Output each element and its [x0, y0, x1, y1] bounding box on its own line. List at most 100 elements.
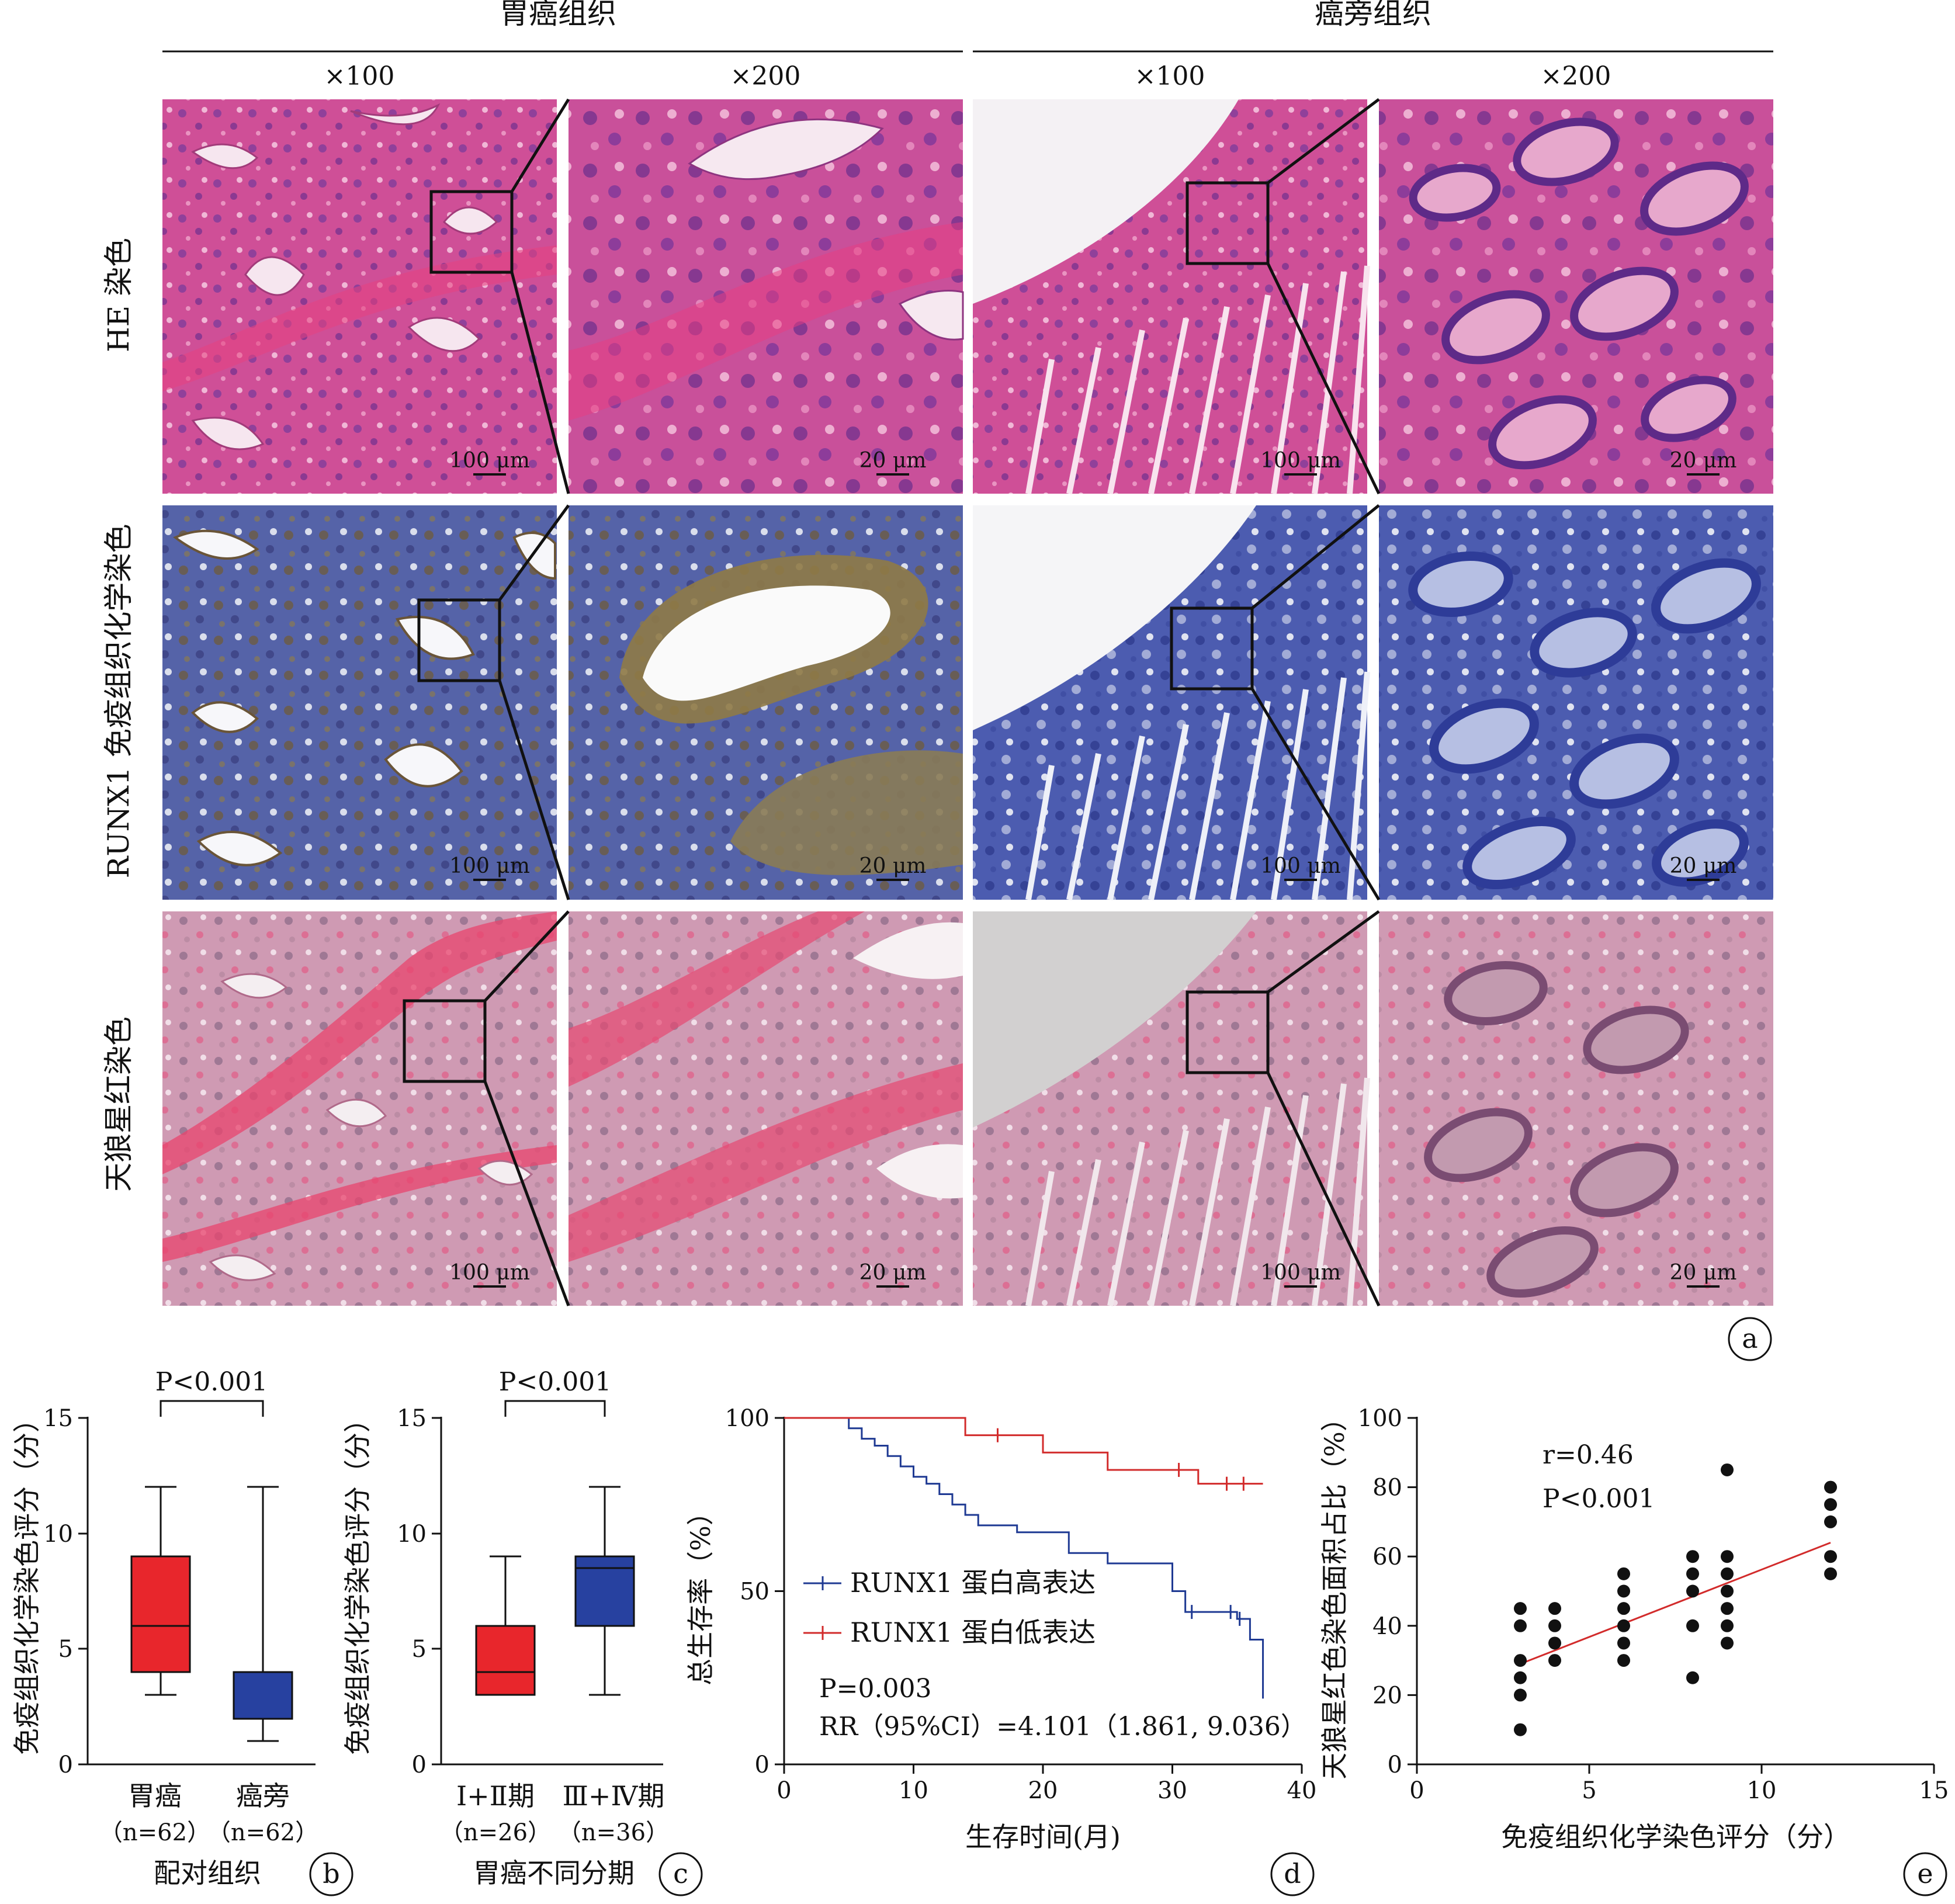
panel-c-yticks: 0 5 10 15 — [397, 1405, 441, 1778]
panel-e-ytick-label: 80 — [1372, 1475, 1402, 1501]
panel-letter-b: b — [323, 1858, 339, 1889]
panel-e-ylabel: 天狼星红色染色面积占比（%） — [1319, 1404, 1350, 1780]
he-adjacent-roi-box — [1186, 181, 1270, 265]
panel-e-ytick-label: 100 — [1358, 1405, 1402, 1432]
sirius-adjacent-200-glands — [1424, 961, 1689, 1298]
panel-d-xtick-label: 40 — [1287, 1777, 1317, 1804]
panel-e-r: r=0.46 — [1542, 1440, 1634, 1470]
scatter-point — [1721, 1550, 1734, 1563]
panel-d-xtick-label: 30 — [1157, 1777, 1187, 1804]
group-label-adjacent: 癌旁组织 — [1315, 0, 1431, 30]
panel-e-ytick-label: 20 — [1372, 1682, 1402, 1709]
box-c1 — [475, 1625, 536, 1696]
panel-c-p-value: P<0.001 — [499, 1367, 611, 1397]
scatter-point — [1548, 1602, 1561, 1615]
scatter-point — [1824, 1567, 1837, 1580]
scale-label-ihc-adjacent-100: 100 μm — [1260, 854, 1341, 878]
legend-label-high: RUNX1 蛋白高表达 — [850, 1567, 1096, 1598]
scatter-point — [1686, 1671, 1699, 1684]
panel-d-ytick-label: 0 — [755, 1752, 769, 1778]
panel-e-ytick-label: 0 — [1388, 1752, 1402, 1778]
scatter-point — [1617, 1584, 1630, 1598]
sirius-adjacent-roi-box — [1186, 990, 1270, 1074]
scatter-point — [1617, 1602, 1630, 1615]
panel-letter-c: c — [673, 1858, 688, 1889]
panel-e-xtick-label: 5 — [1582, 1777, 1596, 1804]
scatter-point — [1617, 1619, 1630, 1632]
sirius-adjacent-clear-area — [973, 911, 1256, 1128]
panel-letter-e: e — [1917, 1858, 1933, 1889]
box-c2 — [574, 1555, 635, 1627]
panel-c: 免疫组织化学染色评分（分） 0 5 10 15 P<0.001 Ⅰ+ — [342, 1367, 703, 1896]
panel-d-ytick-label: 50 — [740, 1579, 769, 1605]
sirius-cancer-collagen — [162, 911, 557, 1262]
panel-c-category: Ⅲ+Ⅳ期 — [563, 1780, 665, 1812]
sirius-cancer-roi-box — [403, 999, 487, 1083]
panel-d-xtick-label: 10 — [899, 1777, 928, 1804]
ihc-cancer-200-lower-gland — [730, 750, 963, 875]
panel-b-group-label: 配对组织 — [154, 1857, 261, 1889]
panel-d-ytick-label: 100 — [725, 1405, 769, 1432]
panel-c-boxes — [475, 1486, 635, 1696]
scatter-point — [1686, 1619, 1699, 1632]
scatter-point — [1548, 1636, 1561, 1650]
row-label-ihc: RUNX1 免疫组织化学染色 — [102, 524, 136, 879]
panel-d-ticks: 0 10 20 30 40 0 50 100 — [725, 1405, 1317, 1804]
scale-label-ihc-adjacent-200: 20 μm — [1670, 854, 1737, 878]
he-cancer-200-stroma — [569, 222, 963, 421]
scale-label-sirius-adjacent-100: 100 μm — [1260, 1261, 1341, 1285]
scatter-point — [1721, 1567, 1734, 1580]
scale-label-sirius-cancer-200: 20 μm — [859, 1261, 927, 1285]
panel-letter-e-circle — [1903, 1852, 1947, 1896]
km-curve-low — [784, 1417, 1263, 1485]
panel-letter-d: d — [1284, 1858, 1301, 1889]
box-b1 — [130, 1555, 191, 1673]
sirius-cancer-200-lumens — [853, 922, 963, 1199]
scatter-point — [1686, 1584, 1699, 1598]
panel-d-rr: RR（95%CI）=4.101（1.861, 9.036） — [819, 1712, 1306, 1742]
panel-e-p: P<0.001 — [1542, 1484, 1655, 1514]
scatter-point — [1514, 1671, 1527, 1684]
scatter-point — [1617, 1636, 1630, 1650]
panel-d-xtick-label: 20 — [1028, 1777, 1058, 1804]
scatter-point — [1824, 1550, 1837, 1563]
magnification-2: ×200 — [730, 61, 801, 91]
panel-c-ytick-label: 0 — [412, 1752, 427, 1778]
ihc-adjacent-200-glands — [1408, 552, 1761, 889]
row-label-he: HE 染色 — [102, 238, 136, 352]
scatter-point — [1686, 1567, 1699, 1580]
sirius-cancer-lumens — [209, 973, 533, 1281]
panel-letter-a-circle — [1728, 1317, 1772, 1361]
scale-label-sirius-cancer-100: 100 μm — [449, 1261, 530, 1285]
sirius-cancer-200-collagen — [569, 911, 963, 1262]
he-adjacent-mucosa-folds — [1025, 265, 1370, 494]
panel-c-n: （n=26） — [440, 1819, 551, 1846]
panel-e-ticks: 0 5 10 15 0 20 40 60 80 100 — [1358, 1405, 1949, 1804]
panel-b-p-value: P<0.001 — [155, 1367, 268, 1397]
ihc-cancer-roi-box — [417, 598, 501, 682]
scatter-point — [1824, 1498, 1837, 1511]
panel-b-category: 癌旁 — [236, 1780, 290, 1812]
panel-b-boxes — [130, 1486, 293, 1742]
panel-c-ytick-label: 10 — [397, 1521, 427, 1548]
panel-a: 胃癌组织 癌旁组织 ×100 ×200 ×100 ×200 HE 染色 RUNX… — [102, 0, 1773, 1361]
panel-b-significance-bracket — [160, 1400, 264, 1417]
scatter-point — [1721, 1619, 1734, 1632]
panel-c-significance-bracket — [504, 1400, 606, 1417]
zoom-connectors — [483, 98, 1381, 1307]
scatter-point — [1514, 1602, 1527, 1615]
panel-letter-c-circle — [658, 1852, 703, 1896]
ihc-cancer-200-lumen — [643, 585, 890, 701]
scatter-point — [1721, 1584, 1734, 1598]
he-adjacent-clear-area — [973, 99, 1239, 304]
panel-d-legend: RUNX1 蛋白高表达 RUNX1 蛋白低表达 — [803, 1567, 1096, 1648]
panel-e-xlabel: 免疫组织化学染色评分（分） — [1501, 1821, 1850, 1853]
scale-label-he-adjacent-200: 20 μm — [1670, 449, 1737, 473]
panel-d: 总生存率（%） 0 10 20 30 40 0 50 100 RUNX1 蛋白高表达 RUNX… — [685, 1405, 1317, 1896]
panel-c-ytick-label: 5 — [412, 1636, 427, 1663]
panel-b-ylabel: 免疫组织化学染色评分（分） — [11, 1406, 43, 1755]
panel-d-ylabel: 总生存率（%） — [685, 1499, 716, 1685]
scale-label-he-cancer-100: 100 μm — [449, 449, 530, 473]
he-adjacent-200-glands — [1409, 117, 1749, 470]
